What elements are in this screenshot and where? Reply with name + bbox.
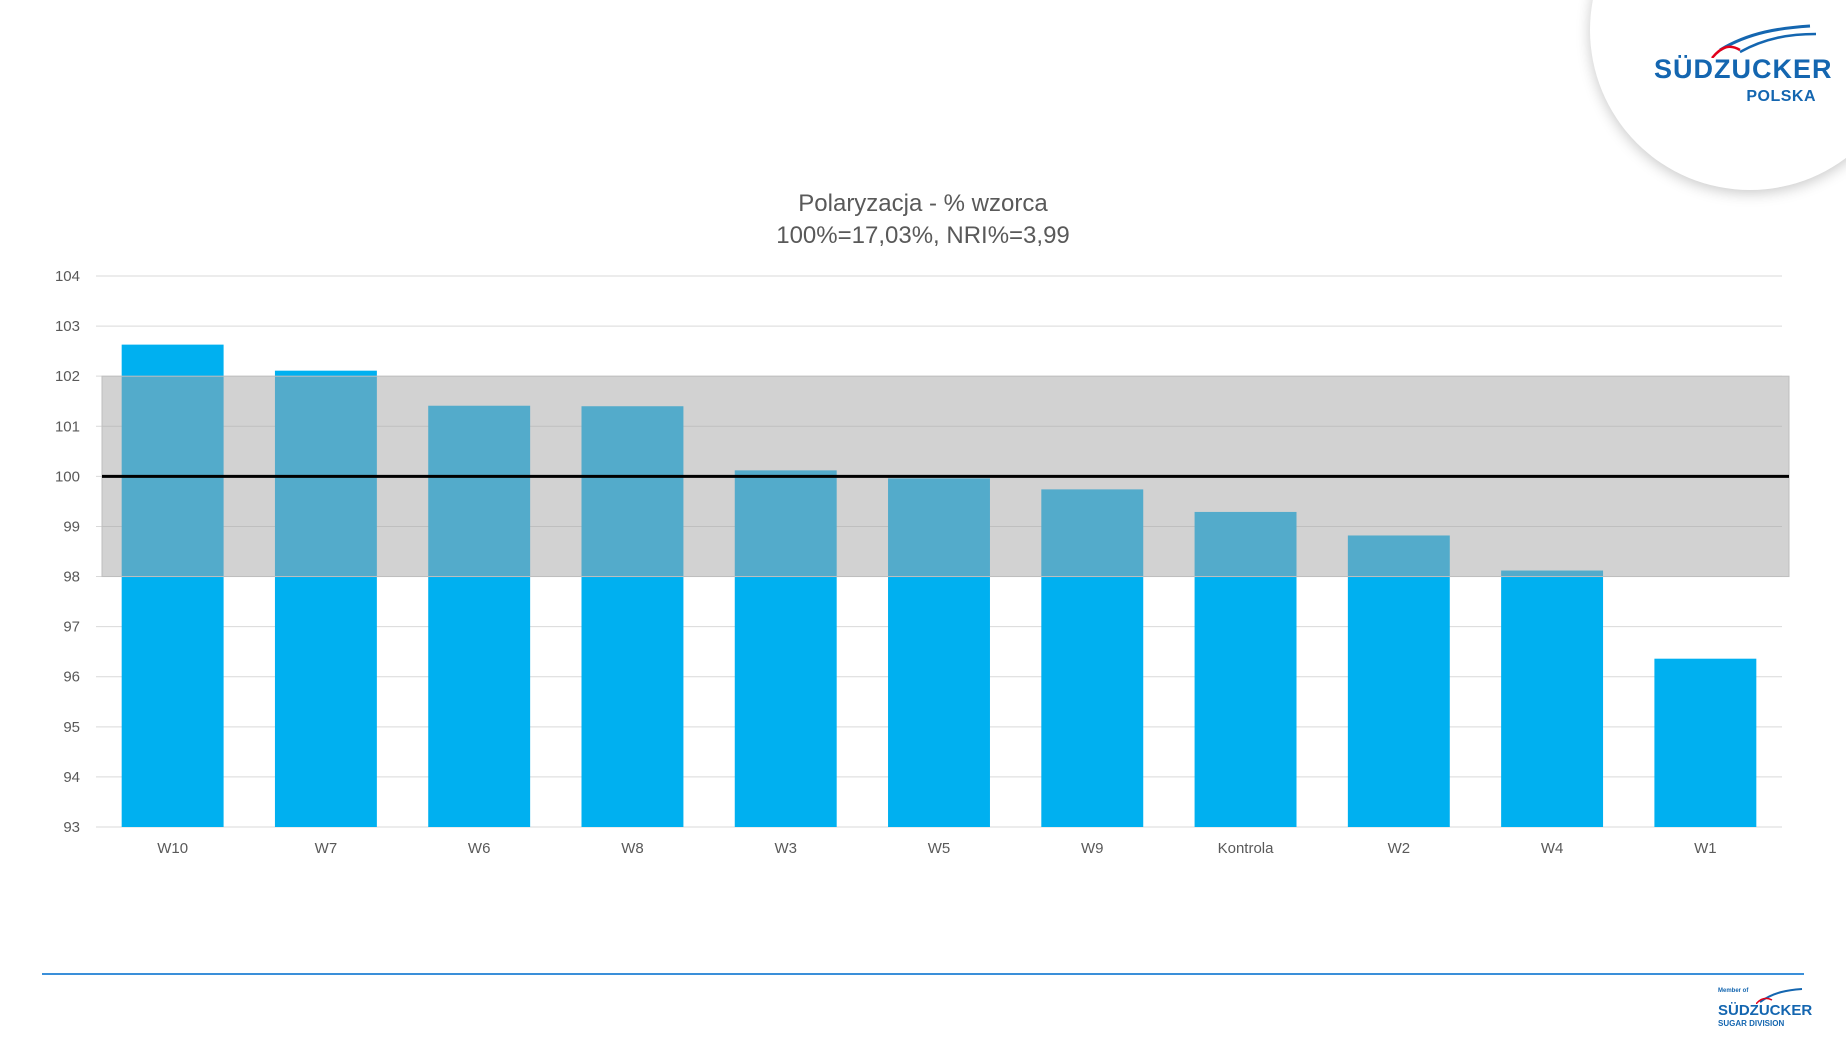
footer-sub-text: SUGAR DIVISION [1718,1019,1785,1028]
logo-swoosh-icon [1711,24,1817,58]
x-tick-label: W8 [621,840,644,857]
x-tick-label: Kontrola [1218,840,1275,857]
y-tick-label: 95 [63,719,80,736]
bar-w4 [1501,570,1604,827]
y-tick-label: 97 [63,619,80,636]
y-tick-label: 104 [55,268,80,285]
y-tick-label: 100 [55,468,80,485]
y-tick-label: 93 [63,819,80,836]
y-tick-label: 102 [55,368,80,385]
y-tick-label: 103 [55,318,80,335]
x-tick-label: W9 [1081,840,1104,857]
x-tick-label: W5 [928,840,951,857]
y-tick-label: 101 [55,418,80,435]
sudzucker-polska-logo: SÜDZUCKER POLSKA [1650,24,1832,105]
chart-title: Polaryzacja - % wzorca [798,190,1048,217]
footer-brand-text: SÜDZUCKER [1718,1002,1813,1019]
x-tick-label: W10 [157,840,188,857]
footer-swoosh-icon [1756,988,1803,1004]
y-tick-label: 98 [63,569,80,586]
chart-subtitle: 100%=17,03%, NRI%=3,99 [776,222,1070,249]
x-tick-label: W7 [315,840,338,857]
y-tick-label: 99 [63,518,80,535]
logo-sub-text: POLSKA [1746,88,1816,105]
bar-chart: Polaryzacja - % wzorca 100%=17,03%, NRI%… [0,180,1846,880]
footer-divider [42,973,1804,975]
x-tick-label: W4 [1541,840,1564,857]
footer-member-text: Member of [1718,988,1749,994]
x-tick-label: W1 [1694,840,1717,857]
footer-sudzucker-logo: Member of SÜDZUCKER SUGAR DIVISION [1716,988,1812,1030]
x-tick-label: W3 [774,840,797,857]
y-tick-label: 96 [63,669,80,686]
x-tick-label: W2 [1388,840,1411,857]
bar-w1 [1654,658,1757,827]
bar-w2 [1347,535,1450,827]
x-tick-label: W6 [468,840,491,857]
y-tick-label: 94 [63,769,80,786]
chart-plot-area: 93 94 95 96 97 98 99 100 101 102 103 104 W10 W7 W6 W8 W3… [55,268,1790,857]
logo-brand-text: SÜDZUCKER [1654,54,1833,84]
